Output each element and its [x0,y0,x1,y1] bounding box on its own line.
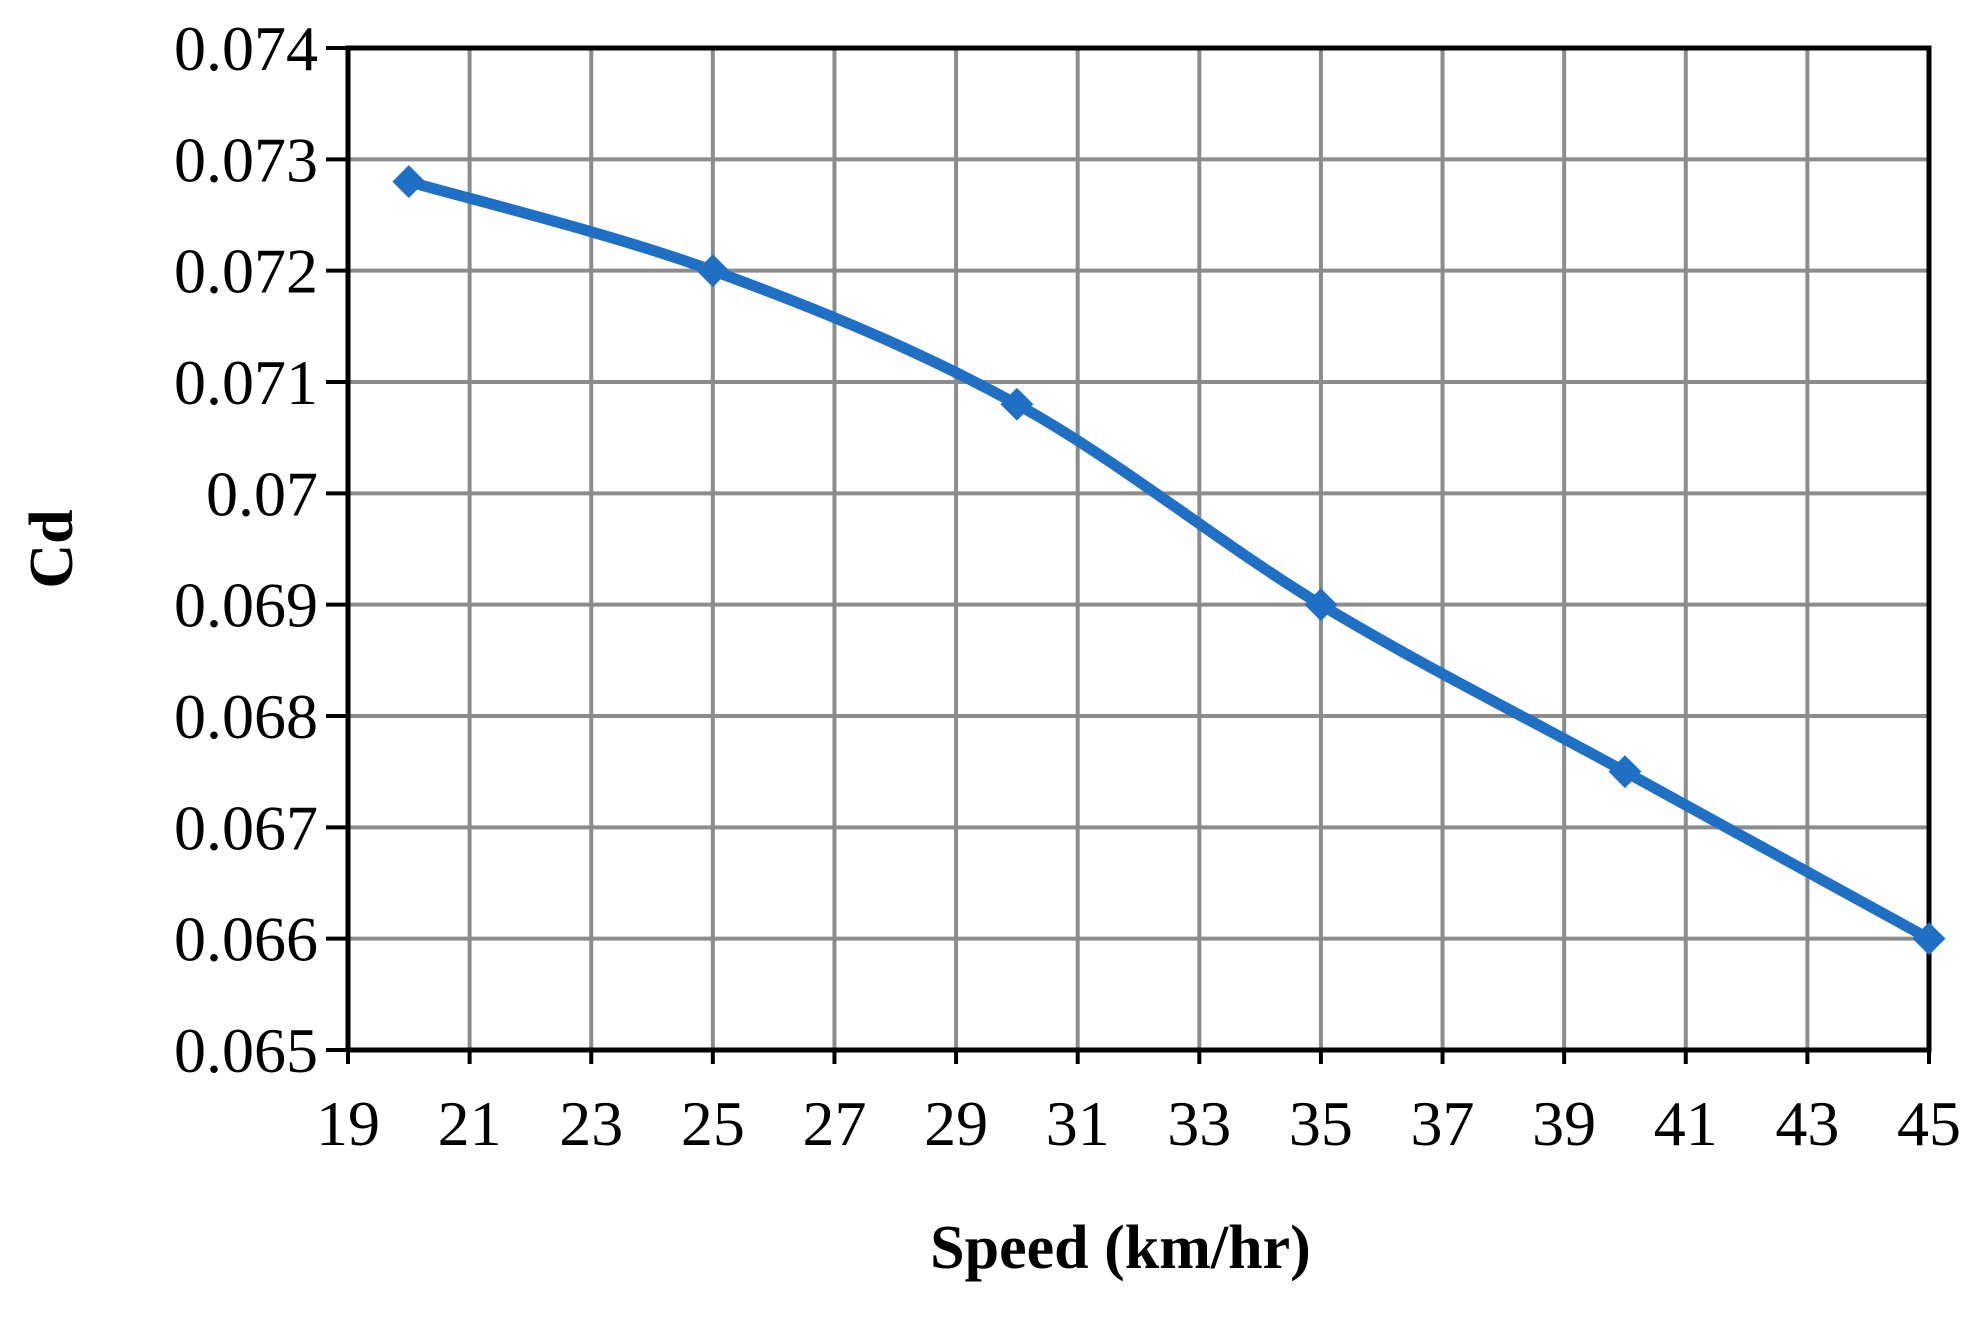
x-tick-label: 43 [1775,1088,1839,1159]
data-point-marker [1000,387,1034,421]
x-tick-label: 31 [1046,1088,1110,1159]
series-layer [392,165,1946,956]
data-point-marker [696,254,730,288]
grid [346,46,1931,1052]
data-point-marker [1912,922,1946,956]
x-tick-label: 29 [924,1088,988,1159]
data-point-marker [1608,755,1642,789]
x-tick-label: 39 [1532,1088,1596,1159]
x-tick-label: 41 [1654,1088,1718,1159]
y-tick-label: 0.073 [174,124,318,195]
tick-labels: 19 21 23 25 27 29 31 33 35 37 39 41 43 45 0.065 0.066 0.… [174,13,1961,1159]
axes [326,45,1932,1064]
x-tick-label: 25 [681,1088,745,1159]
series-line [403,176,1935,945]
x-tick-label: 37 [1411,1088,1475,1159]
x-tick-label: 19 [316,1088,380,1159]
y-tick-label: 0.074 [174,13,318,84]
x-tick-label: 27 [802,1088,866,1159]
y-tick-label: 0.067 [174,792,318,863]
plot-frame [345,45,1932,1053]
data-point-marker [1304,588,1338,622]
x-tick-label: 33 [1167,1088,1231,1159]
x-tick-label: 21 [438,1088,502,1159]
y-axis-title: Cd [18,509,86,588]
y-tick-label: 0.065 [174,1015,318,1086]
y-tick-label: 0.066 [174,904,318,975]
y-tick-label: 0.072 [174,236,318,307]
x-tick-label: 23 [559,1088,623,1159]
y-tick-label: 0.068 [174,681,318,752]
y-tick-label: 0.069 [174,570,318,641]
x-tick-label: 45 [1897,1088,1961,1159]
y-tick-label: 0.071 [174,347,318,418]
y-tick-label: 0.07 [206,458,318,529]
x-tick-label: 35 [1289,1088,1353,1159]
x-axis-title: Speed (km/hr) [930,1214,1311,1282]
data-point-marker [392,165,426,199]
